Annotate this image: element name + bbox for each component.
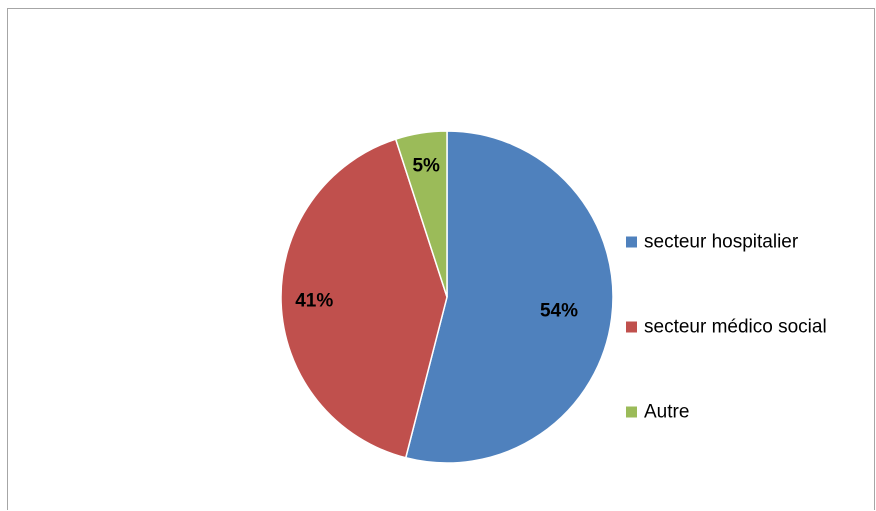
pie-slice-secteur-medico-social [280,138,448,459]
legend-swatch-autre [626,406,637,418]
data-label-secteur-medico-social: 41% [295,291,333,312]
pie-slice-secteur-hospitalier [404,130,614,464]
chart-frame [7,8,875,510]
legend-label-secteur-medico-social: secteur médico social [644,317,827,338]
legend-label-secteur-hospitalier: secteur hospitalier [644,232,799,253]
pie-slice-autre [394,130,448,298]
data-label-autre: 5% [412,155,440,176]
legend-swatch-secteur-hospitalier [626,236,637,248]
chart-legend: secteur hospitalier secteur médico social… [626,232,827,423]
legend-swatch-secteur-medico-social [626,321,637,333]
data-label-secteur-hospitalier: 54% [540,301,578,322]
pie-data-labels: 54% 41% 5% [295,155,578,321]
legend-label-autre: Autre [644,402,689,423]
pie-slices [280,130,614,464]
